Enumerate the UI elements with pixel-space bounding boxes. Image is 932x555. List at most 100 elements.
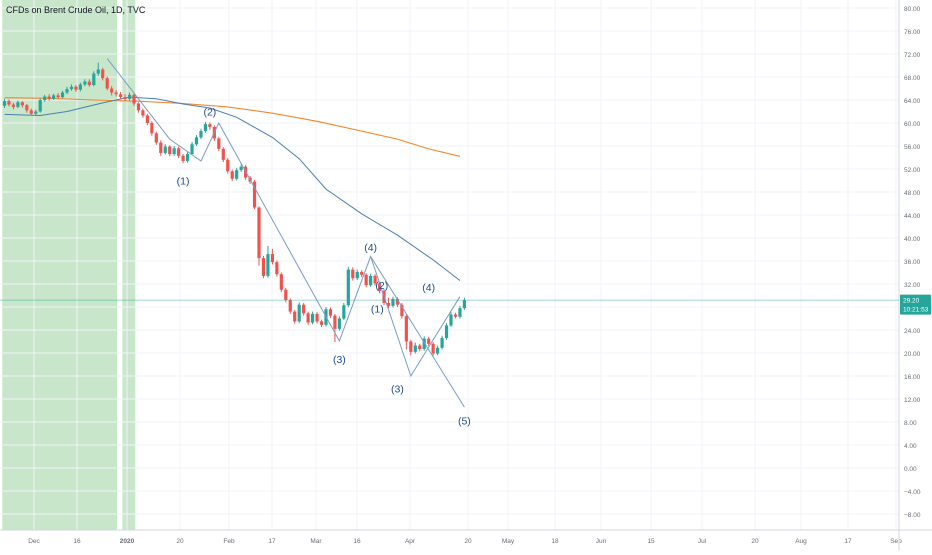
candle [172, 146, 176, 156]
candle [431, 342, 435, 356]
candle [60, 90, 65, 99]
x-tick-label: 17 [844, 538, 852, 545]
highlight-band-0 [2, 0, 118, 530]
candle-body [141, 110, 145, 116]
candle-body [261, 258, 266, 276]
candle [96, 62, 100, 76]
wave-label: (4) [364, 242, 377, 254]
candle [453, 312, 458, 319]
candle [136, 102, 141, 113]
highlight-band-1 [122, 0, 136, 530]
candle [141, 108, 145, 118]
candle-body [409, 341, 413, 352]
candle [293, 309, 297, 324]
candle [288, 298, 292, 314]
candle [369, 273, 373, 287]
candle [74, 85, 78, 92]
candle-body [404, 316, 408, 342]
candle [114, 90, 118, 97]
y-tick-label: 0.00 [904, 466, 917, 473]
candle-body [302, 304, 306, 314]
x-tick-label: 20 [464, 538, 472, 545]
candle-body [43, 96, 47, 100]
y-tick-label: 8.00 [904, 420, 917, 427]
candle-body [284, 289, 288, 301]
y-tick-label: 44.00 [904, 213, 921, 220]
candle [221, 147, 225, 163]
wave-label: (1) [371, 304, 384, 316]
x-tick-label: 16 [353, 538, 361, 545]
candle [310, 311, 315, 325]
candle [409, 339, 413, 356]
candle [217, 136, 221, 152]
candle [168, 145, 172, 157]
candle [346, 266, 350, 307]
candle [386, 297, 391, 309]
candle [118, 91, 123, 99]
candle-body [235, 170, 239, 179]
y-tick-label: 36.00 [904, 259, 921, 266]
candle-body [346, 269, 350, 306]
x-tick-label: Dec [28, 538, 40, 545]
x-tick-label: Jul [698, 538, 707, 545]
candle [239, 164, 243, 172]
candle-body [288, 300, 292, 312]
candle [355, 269, 359, 280]
candle-body [427, 338, 431, 344]
candle-body [203, 124, 208, 132]
candle [319, 319, 324, 328]
candle-body [297, 304, 301, 322]
candle-body [172, 148, 176, 155]
candle [203, 121, 208, 133]
candle [270, 248, 274, 265]
ma-fast-line [4, 96, 461, 281]
candle-body [391, 298, 395, 306]
candle [337, 316, 341, 331]
price-badge [900, 294, 931, 315]
candle [444, 323, 449, 340]
candle-body [270, 254, 274, 263]
candle-body [328, 309, 333, 316]
candle [56, 93, 60, 99]
candle-body [34, 111, 38, 114]
y-tick-label: 12.00 [904, 397, 921, 404]
candle [391, 296, 395, 308]
y-tick-label: 64.00 [904, 98, 921, 105]
candle-body [373, 275, 377, 284]
candle-body [163, 146, 167, 153]
candle-body [351, 269, 355, 279]
candle-body [177, 148, 181, 156]
candle-body [436, 347, 440, 354]
candle [462, 297, 466, 310]
candle-body [20, 102, 24, 106]
candle-body [132, 94, 136, 104]
candle-body [105, 78, 109, 89]
candle-body [145, 115, 149, 123]
price-label: 29.20 [903, 298, 920, 305]
candle-body [92, 73, 96, 86]
candle [38, 98, 42, 113]
candle [275, 260, 279, 277]
candle-body [47, 96, 51, 99]
candle [11, 102, 16, 110]
candle-body [136, 103, 141, 111]
candle [25, 104, 29, 113]
x-tick-label: 16 [73, 538, 81, 545]
candle [20, 101, 24, 108]
candle-body [386, 302, 391, 306]
candle [83, 79, 87, 87]
candle-body [190, 144, 194, 155]
x-tick-label: 20 [751, 538, 759, 545]
x-tick-label: Apr [405, 538, 416, 545]
wave-label: (3) [333, 354, 346, 366]
candle-body [52, 95, 56, 99]
candle [159, 140, 163, 156]
candle [92, 71, 96, 87]
candle [413, 342, 417, 354]
candle-body [101, 69, 105, 79]
candle-body [74, 86, 78, 90]
candle [7, 99, 11, 107]
candle-body [422, 338, 426, 349]
